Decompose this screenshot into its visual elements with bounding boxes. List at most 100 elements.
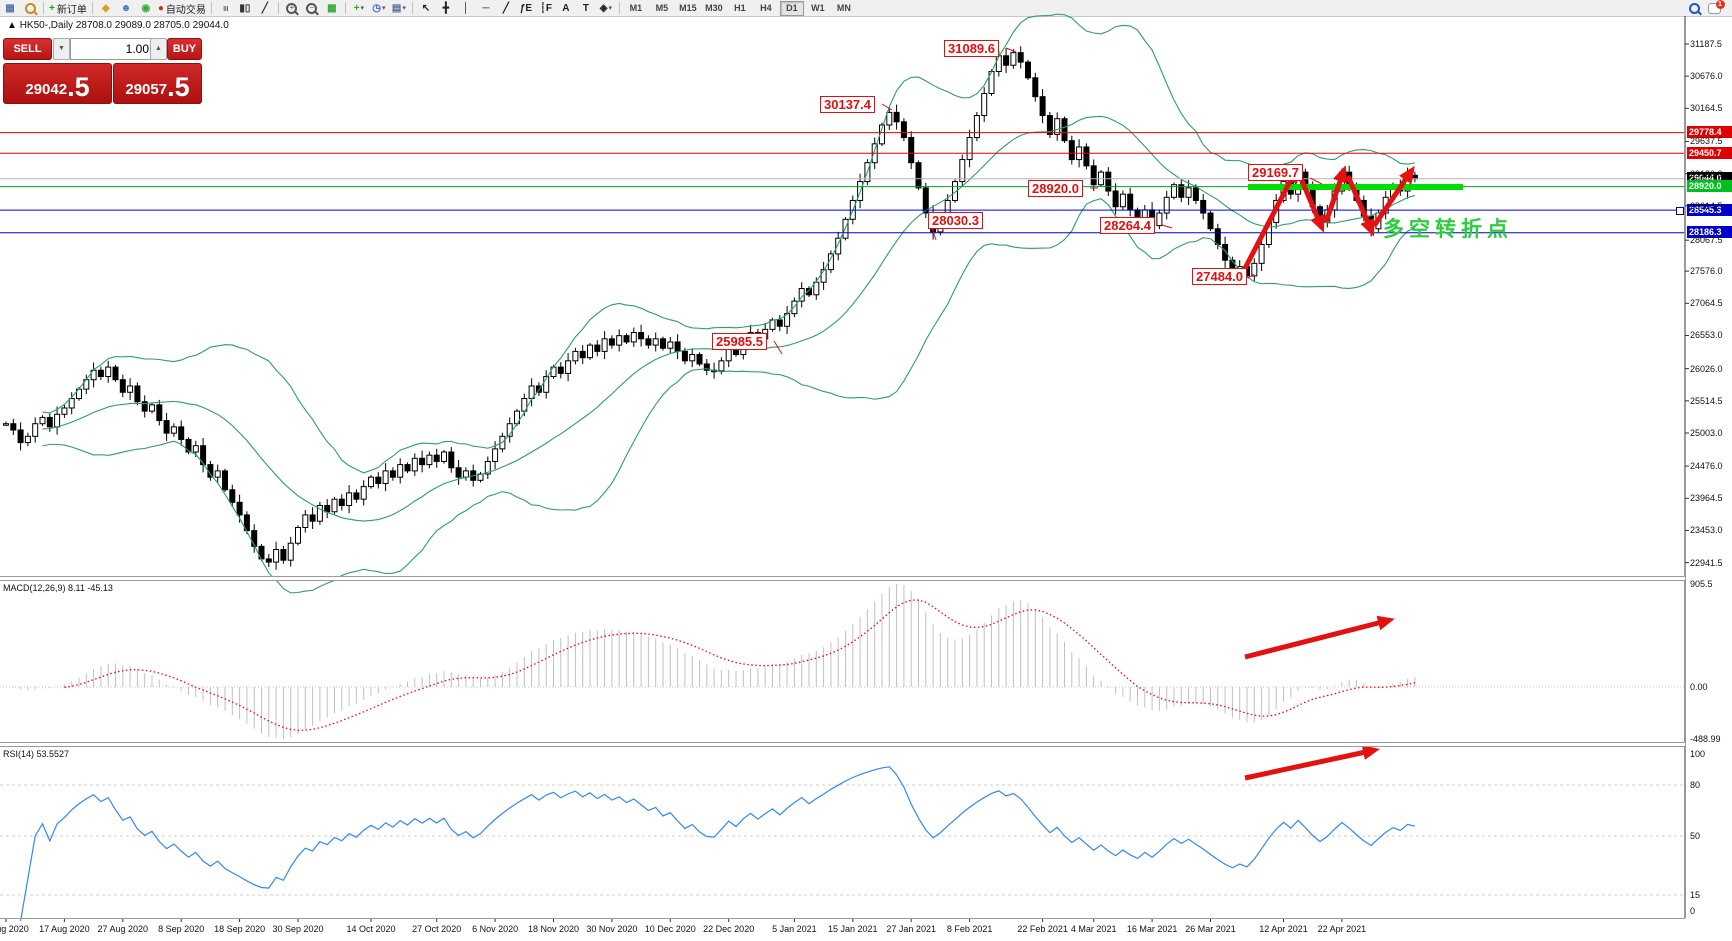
volume-decrease-button[interactable]: ▼ [53, 38, 70, 60]
price-callout-25985.5[interactable]: 25985.5 [712, 333, 767, 350]
buy-button[interactable]: BUY [167, 38, 202, 60]
price-axis-tick: 27064.5 [1690, 298, 1723, 309]
date-axis-label[interactable]: 22 Apr 2021 [1317, 924, 1367, 934]
macd-pane-separator[interactable] [0, 576, 1685, 581]
price-axis-tick: 29637.5 [1690, 136, 1723, 147]
fibonacci-icon[interactable]: ƒE [519, 2, 532, 14]
timeframe-button-mn[interactable]: MN [836, 3, 851, 13]
price-axis-tick: 25003.0 [1690, 427, 1723, 438]
line-chart-icon[interactable]: ╱ [261, 2, 268, 14]
date-axis-label[interactable]: 8 Feb 2021 [946, 924, 993, 934]
market-watch-icon[interactable] [20, 1, 40, 15]
timeframe-button-w1[interactable]: W1 [811, 3, 825, 13]
templates-icon[interactable]: ▤ ▾ [391, 2, 406, 14]
rsi-axis-tick: 50 [1690, 831, 1701, 841]
price-callout-28264.4[interactable]: 28264.4 [1100, 217, 1155, 234]
price-axis-tick: 31187.5 [1690, 39, 1722, 49]
date-axis-label[interactable]: 5 Jan 2021 [772, 924, 817, 934]
date-axis-label[interactable]: 26 Mar 2021 [1185, 924, 1236, 934]
tile-windows-icon[interactable]: ▦ [327, 2, 337, 14]
price-callout-29169.7[interactable]: 29169.7 [1248, 164, 1303, 181]
date-axis-label[interactable]: 27 Jan 2021 [886, 924, 936, 934]
macd-axis-tick: 905.5 [1690, 579, 1713, 589]
date-axis-label[interactable]: 27 Aug 2020 [97, 924, 149, 934]
date-axis-label[interactable]: 18 Nov 2020 [527, 924, 580, 934]
timeframe-button-m30[interactable]: M30 [705, 3, 723, 13]
price-line-label-28920.0: 28920.0 [1687, 180, 1732, 193]
styles-bucket-icon[interactable]: ◆ [101, 2, 110, 14]
timeframe-button-h4[interactable]: H4 [760, 3, 772, 13]
new-order-button[interactable]: + 新订单 [49, 2, 87, 16]
date-axis-label[interactable]: 14 Oct 2020 [346, 924, 396, 934]
date-axis-label[interactable]: 15 Jan 2021 [828, 924, 878, 934]
date-axis-label[interactable]: 10 Dec 2020 [644, 924, 696, 934]
date-axis-label[interactable]: 30 Nov 2020 [586, 924, 638, 934]
chart-window-icon[interactable]: ▦ [5, 2, 15, 14]
turning-point-note[interactable]: 多空转折点 [1383, 218, 1513, 241]
date-axis-label[interactable]: 18 Sep 2020 [214, 924, 266, 934]
sell-button[interactable]: SELL [3, 38, 52, 60]
zoom-in-icon[interactable]: + [282, 1, 302, 15]
price-callout-27484.0[interactable]: 27484.0 [1192, 268, 1247, 285]
axes [5, 16, 1689, 922]
price-callout-31089.6[interactable]: 31089.6 [944, 40, 999, 57]
autotrade-button[interactable]: ● 自动交易 [157, 2, 206, 16]
text-icon[interactable]: A [562, 2, 570, 14]
trendline-icon[interactable]: ╱ [502, 2, 509, 14]
date-axis-label[interactable]: 22 Feb 2021 [1017, 924, 1068, 934]
vertical-line-icon[interactable]: │ [462, 2, 470, 14]
notifications-icon[interactable]: 1 [1704, 0, 1725, 15]
date-axis-label[interactable]: 6 Nov 2020 [472, 924, 519, 934]
toolbar-separator [91, 2, 93, 14]
date-axis-label[interactable]: 8 Sep 2020 [158, 924, 205, 934]
toolbar-separator [43, 2, 44, 14]
toolbar-separator [618, 2, 620, 14]
date-axis-label[interactable]: 5 Aug 2020 [0, 924, 29, 934]
crosshair-icon[interactable]: ╋ [442, 2, 449, 14]
line-selection-handle[interactable] [1676, 207, 1684, 216]
price-callout-30137.4[interactable]: 30137.4 [820, 96, 875, 113]
zoom-out-icon[interactable]: − [302, 1, 322, 15]
drawn-annotations[interactable] [773, 47, 1463, 781]
indicators-icon[interactable]: + ▾ [353, 2, 365, 14]
sell-price-button[interactable]: 29042 .5 [3, 63, 112, 104]
rsi-axis-tick: 80 [1690, 780, 1701, 790]
timeframe-button-m15[interactable]: M15 [679, 3, 697, 13]
cursor-icon[interactable]: ↖ [421, 2, 431, 14]
profiles-icon[interactable]: ☻ [120, 2, 132, 14]
rsi-pane-separator[interactable] [0, 742, 1685, 747]
candlestick-icon[interactable]: ▮▯ [239, 2, 251, 14]
search-icon[interactable] [1684, 1, 1704, 15]
sell-price-frac: .5 [67, 72, 90, 102]
fibonacci-fan-icon[interactable]: ┆F [539, 2, 552, 14]
price-axis-tick: 30676.0 [1690, 71, 1723, 82]
date-axis-label[interactable]: 22 Dec 2020 [703, 924, 755, 934]
date-axis-label[interactable]: 27 Oct 2020 [412, 924, 462, 934]
price-axis-tick: 30164.5 [1690, 103, 1723, 114]
buy-price-button[interactable]: 29057 .5 [113, 63, 202, 104]
timeframe-button-m5[interactable]: M5 [655, 3, 669, 13]
date-axis-label[interactable]: 30 Sep 2020 [272, 924, 324, 934]
horizontal-price-lines[interactable] [0, 132, 1684, 234]
clock-icon[interactable]: ◷ ▾ [372, 2, 386, 14]
horizontal-line-icon[interactable]: ─ [482, 2, 490, 14]
notification-badge: 1 [1715, 0, 1725, 9]
volume-increase-button[interactable]: ▲ [150, 38, 167, 60]
volume-input[interactable]: 1.00 [70, 38, 154, 60]
price-callout-28030.3[interactable]: 28030.3 [928, 212, 983, 229]
date-axis-label[interactable]: 16 Mar 2021 [1126, 924, 1178, 934]
timeframe-button-m1[interactable]: M1 [629, 3, 643, 13]
date-axis-label[interactable]: 4 Mar 2021 [1070, 924, 1117, 934]
price-callout-28920.0[interactable]: 28920.0 [1028, 180, 1083, 197]
timeframe-button-d1[interactable]: D1 [779, 0, 804, 16]
signal-icon[interactable]: ◉ [141, 2, 151, 14]
date-axis-label[interactable]: 12 Apr 2021 [1259, 924, 1308, 934]
text-label-icon[interactable]: T [582, 2, 589, 14]
price-line-label-28186.3: 28186.3 [1687, 226, 1732, 239]
date-axis-label[interactable]: 17 Aug 2020 [39, 924, 90, 934]
price-line-label-28545.3: 28545.3 [1687, 203, 1732, 216]
timeframe-button-h1[interactable]: H1 [734, 3, 746, 13]
shapes-icon[interactable]: ◈ ▾ [599, 2, 612, 14]
toolbar-separator [344, 2, 346, 14]
